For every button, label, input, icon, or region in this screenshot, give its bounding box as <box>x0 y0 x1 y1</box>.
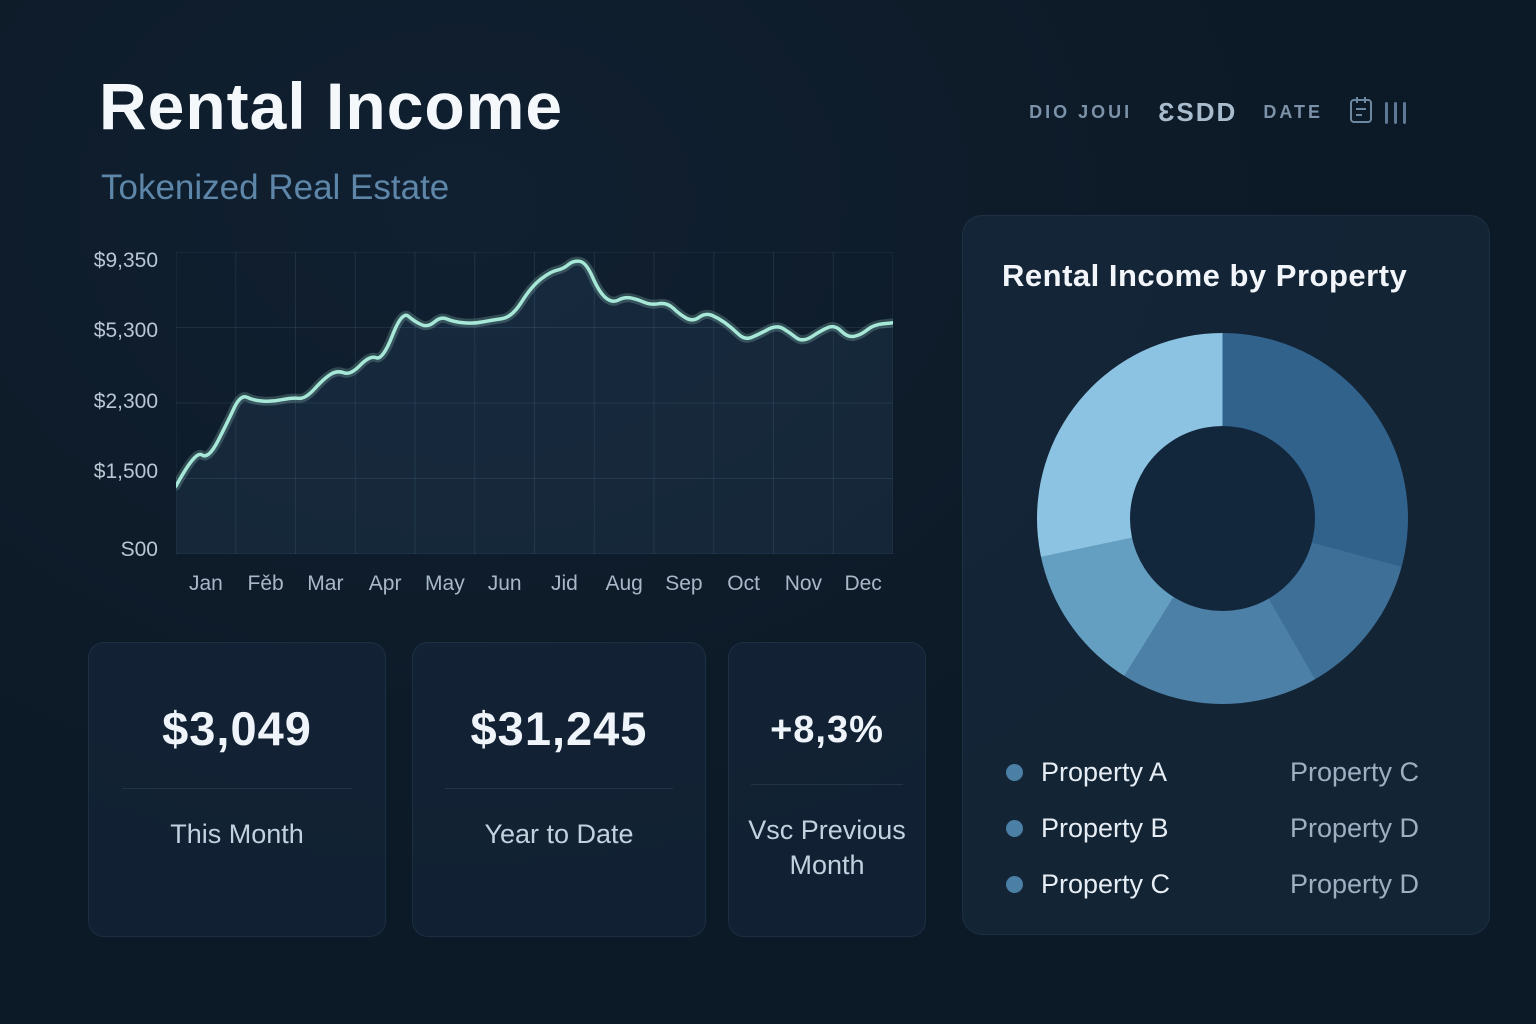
legend-dot-icon <box>1006 764 1023 781</box>
legend-label: Property B <box>1041 813 1169 843</box>
x-tick-label: Apr <box>368 572 402 595</box>
y-tick-label: $1,500 <box>93 459 158 483</box>
x-tick-label: Mar <box>307 572 344 595</box>
x-tick-label: Sep <box>665 572 703 595</box>
y-tick-label: $2,300 <box>93 389 158 413</box>
legend-item[interactable]: Property A <box>1006 757 1170 788</box>
legend-item[interactable]: Property C <box>1290 757 1419 788</box>
legend-item[interactable]: Property D <box>1290 869 1419 900</box>
menu-bars-icon[interactable] <box>1385 101 1406 124</box>
line-chart-plot <box>176 252 893 554</box>
x-tick-label: Jan <box>188 572 223 595</box>
donut-chart-hole <box>1130 426 1315 611</box>
x-tick-label: Nov <box>784 572 823 595</box>
legend-item[interactable]: Property C <box>1006 869 1170 900</box>
y-tick-label: $5,300 <box>93 319 158 343</box>
legend-label: Property C <box>1041 869 1171 899</box>
x-axis-labels: Jan Fěb Mar Apr May Jun Jid Aug Sep Oct … <box>176 572 893 596</box>
calendar-icon[interactable] <box>1349 96 1375 129</box>
stat-label: Year to Date <box>484 819 634 849</box>
header-meta-date-label[interactable]: DATE <box>1263 102 1323 122</box>
x-tick-label: May <box>425 572 465 595</box>
x-tick-label: Oct <box>727 572 760 595</box>
donut-legend-left: Property A Property B Property C <box>1006 757 1170 900</box>
stat-card-this-month: $3,049 This Month <box>88 642 386 937</box>
rental-income-line-chart: $9,350 $5,300 $2,300 $1,500 S00 Jan Fěb … <box>93 249 918 596</box>
divider <box>445 788 673 789</box>
x-tick-label: Aug <box>605 572 643 595</box>
stat-value: +8,3% <box>770 709 884 751</box>
donut-legend-right: Property C Property D Property D <box>1290 757 1419 900</box>
x-tick-label: Jun <box>487 572 522 595</box>
y-tick-label: $9,350 <box>93 249 158 272</box>
x-tick-label: Dec <box>844 572 882 595</box>
x-tick-label: Jid <box>550 572 578 595</box>
header-meta-left-label: DIO JOUI <box>1029 102 1133 122</box>
header-meta: DIO JOUI ƐSDD DATE <box>1029 96 1406 129</box>
page-subtitle: Tokenized Real Estate <box>101 168 450 207</box>
panel-title: Rental Income by Property <box>1002 258 1408 293</box>
divider <box>121 788 353 789</box>
header-meta-mid-label: ƐSDD <box>1158 97 1238 127</box>
legend-label: Property A <box>1041 757 1168 787</box>
stat-value: $31,245 <box>470 702 648 755</box>
y-tick-label: S00 <box>120 538 158 561</box>
legend-label: Property D <box>1290 869 1420 899</box>
y-axis-labels: $9,350 $5,300 $2,300 $1,500 S00 <box>93 249 176 560</box>
legend-label: Property D <box>1290 813 1420 843</box>
legend-dot-icon <box>1006 876 1023 893</box>
legend-label: Property C <box>1290 757 1420 787</box>
stat-card-vs-previous-month: +8,3% Vsc Previous Month <box>728 642 926 937</box>
legend-item[interactable]: Property D <box>1290 813 1419 844</box>
legend-dot-icon <box>1006 820 1023 837</box>
stat-value: $3,049 <box>162 702 312 755</box>
stat-label: Vsc Previous Month <box>748 815 906 881</box>
stat-card-year-to-date: $31,245 Year to Date <box>412 642 706 937</box>
x-tick-label: Fěb <box>247 572 284 595</box>
legend-item[interactable]: Property B <box>1006 813 1170 844</box>
page-title: Rental Income <box>99 69 564 143</box>
stat-label: This Month <box>170 819 304 849</box>
divider <box>750 784 904 785</box>
